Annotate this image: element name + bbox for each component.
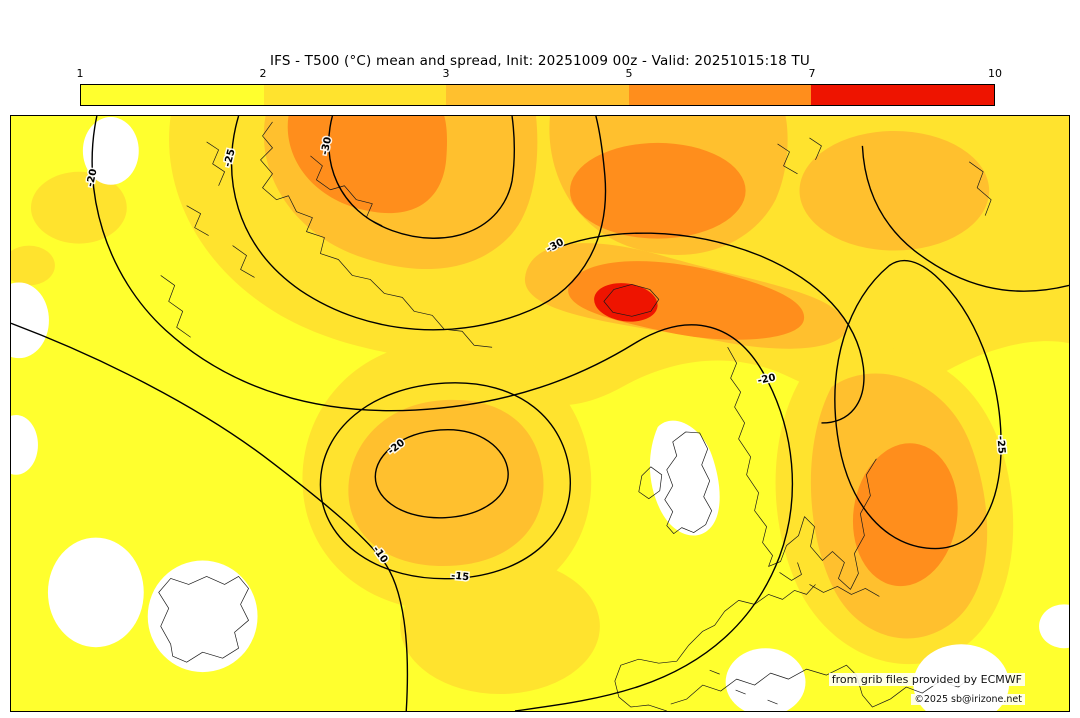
contour-line: [11, 322, 409, 711]
shading-region: [147, 560, 258, 673]
colorbar-segment: [446, 85, 629, 105]
colorbar-segment: [628, 85, 812, 105]
colorbar-tick: 7: [808, 67, 816, 80]
attribution-source: from grib files provided by ECMWF: [828, 673, 1025, 686]
attribution: from grib files provided by ECMWF ©2025 …: [828, 668, 1025, 706]
coastline-path: [670, 664, 975, 708]
contour-line: [319, 382, 571, 580]
shading-region: [11, 245, 55, 286]
chart-title: IFS - T500 (°C) mean and spread, Init: 2…: [269, 53, 811, 69]
shading-region: [569, 142, 746, 239]
shading-region: [799, 130, 990, 251]
shading-region: [11, 282, 49, 359]
coastline-path: [777, 137, 822, 175]
shading-region: [852, 443, 958, 587]
coastline-path: [186, 141, 255, 278]
colorbar-tick: 3: [442, 67, 450, 80]
colorbar-segment: [811, 85, 994, 105]
coastline-path: [968, 161, 992, 216]
contour-label: -20: [757, 372, 777, 387]
weather-map-canvas: -20 -25 -30 -30 -20 -25 -20 -15 -10: [11, 116, 1069, 711]
contour-label: -25: [995, 436, 1007, 455]
coastline-path: [158, 576, 249, 663]
contour-label: -30: [320, 136, 335, 156]
coastline-path: [727, 347, 877, 590]
spread-colorbar: [80, 84, 995, 106]
shading-region: [594, 283, 658, 322]
colorbar-tick: 1: [76, 67, 84, 80]
shading-region: [725, 648, 806, 711]
mean-contours: [11, 116, 1069, 711]
shading-region: [82, 116, 139, 185]
attribution-copyright: ©2025 sb@irizone.net: [911, 694, 1025, 705]
coastline-path: [638, 466, 663, 500]
map-frame: -20 -25 -30 -30 -20 -25 -20 -15 -10: [10, 115, 1070, 712]
coastline-path: [709, 669, 778, 705]
contour-line: [230, 116, 607, 331]
shading-region: [348, 399, 544, 567]
shading-region: [11, 415, 38, 475]
coastline-path: [603, 284, 660, 317]
shading-region: [287, 116, 448, 214]
contour-line: [861, 145, 1069, 292]
contour-label: -25: [222, 148, 237, 168]
shading-region: [649, 420, 720, 536]
coastline-path: [160, 275, 191, 338]
contour-label: -20: [85, 168, 100, 188]
contour-line: [549, 232, 865, 424]
contour-line: [91, 116, 794, 711]
shading-region: [47, 537, 144, 648]
shading-region: [30, 171, 127, 244]
coastline-path: [260, 121, 493, 348]
contour-line: [834, 259, 1002, 550]
contour-line: [374, 429, 509, 519]
colorbar-segment: [263, 85, 447, 105]
colorbar-tick: 10: [988, 67, 1002, 80]
coastline-path: [614, 584, 816, 711]
coastline-path: [779, 562, 880, 597]
contour-label: -15: [451, 571, 470, 584]
shading-level-5: [594, 283, 658, 322]
colorbar-tick: 2: [259, 67, 267, 80]
coastline-path: [310, 155, 383, 226]
coastlines: [158, 121, 992, 711]
colorbar-tick: 5: [625, 67, 633, 80]
shading-region: [1039, 604, 1069, 649]
coastline-path: [664, 431, 713, 534]
contour-line: [328, 116, 516, 239]
shading-region: [400, 558, 600, 695]
colorbar-segment: [81, 85, 264, 105]
